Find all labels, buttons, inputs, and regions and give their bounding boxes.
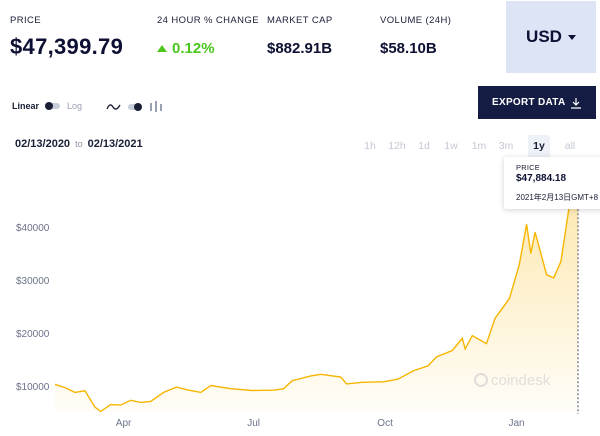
range-1m[interactable]: 1m — [470, 135, 488, 157]
y-tick-label: $20000 — [16, 329, 50, 340]
currency-select[interactable]: USD — [506, 1, 596, 73]
range-1y[interactable]: 1y — [528, 135, 550, 157]
stats-bar: PRICE $47,399.79 24 HOUR % CHANGE 0.12% … — [0, 0, 600, 82]
export-data-button[interactable]: EXPORT DATA — [478, 86, 596, 119]
price-label: PRICE — [10, 15, 42, 26]
tooltip-price: $47,884.18 — [516, 173, 567, 184]
change-label: 24 HOUR % CHANGE — [157, 15, 259, 26]
y-tick-label: $40000 — [16, 223, 50, 234]
up-arrow-icon — [157, 45, 167, 52]
date-from[interactable]: 02/13/2020 — [15, 138, 71, 150]
currency-selected: USD — [526, 27, 562, 46]
chevron-down-icon — [567, 34, 576, 40]
x-axis: Apr Jul Oct Jan — [116, 418, 525, 429]
chart-type-toggle[interactable] — [106, 100, 164, 114]
price-area — [55, 185, 578, 412]
volume-label: VOLUME (24H) — [380, 15, 452, 26]
scale-linear-label[interactable]: Linear — [12, 101, 40, 111]
download-icon — [571, 97, 581, 109]
x-tick-label: Apr — [116, 418, 132, 429]
chart-toolbar: Linear Log — [0, 92, 600, 122]
range-3m[interactable]: 3m — [497, 135, 515, 157]
x-tick-label: Jan — [508, 418, 524, 429]
price-value: $47,399.79 — [10, 34, 124, 59]
y-tick-label: $10000 — [16, 382, 50, 393]
price-line — [54, 184, 579, 413]
tooltip-label: PRICE — [516, 163, 540, 172]
market-cap-value: $882.91B — [267, 40, 333, 57]
change-percent: 0.12% — [172, 40, 215, 57]
range-all[interactable]: all — [561, 135, 579, 157]
scale-log-label[interactable]: Log — [67, 101, 83, 111]
volume-value: $58.10B — [380, 40, 437, 57]
chart-type-switch[interactable] — [128, 103, 142, 111]
date-range: 02/13/2020 to 02/13/2021 — [15, 138, 143, 150]
scale-toggle[interactable]: Linear Log — [12, 101, 82, 111]
date-to[interactable]: 02/13/2021 — [87, 138, 143, 150]
range-selector: 1h 12h 1d 1w 1m 3m 1y all — [355, 135, 600, 157]
change-value: 0.12% — [157, 40, 215, 57]
range-1d[interactable]: 1d — [416, 135, 432, 157]
export-data-label: EXPORT DATA — [492, 97, 566, 108]
y-axis: $10000 $20000 $30000 $40000 — [16, 223, 50, 393]
date-to-word: to — [75, 139, 83, 149]
y-tick-label: $30000 — [16, 276, 50, 287]
market-cap-label: MARKET CAP — [267, 15, 333, 26]
range-1h[interactable]: 1h — [361, 135, 379, 157]
scale-switch[interactable] — [45, 102, 61, 110]
tooltip-date: 2021年2月13日GMT+8 — [516, 193, 599, 202]
x-tick-label: Oct — [377, 418, 393, 429]
candlestick-icon[interactable] — [148, 100, 164, 114]
x-tick-label: Jul — [247, 418, 260, 429]
range-12h[interactable]: 12h — [386, 135, 408, 157]
range-1w[interactable]: 1w — [442, 135, 460, 157]
line-chart-icon[interactable] — [106, 100, 122, 114]
price-tooltip: PRICE $47,884.18 2021年2月13日GMT+8 — [504, 157, 600, 209]
